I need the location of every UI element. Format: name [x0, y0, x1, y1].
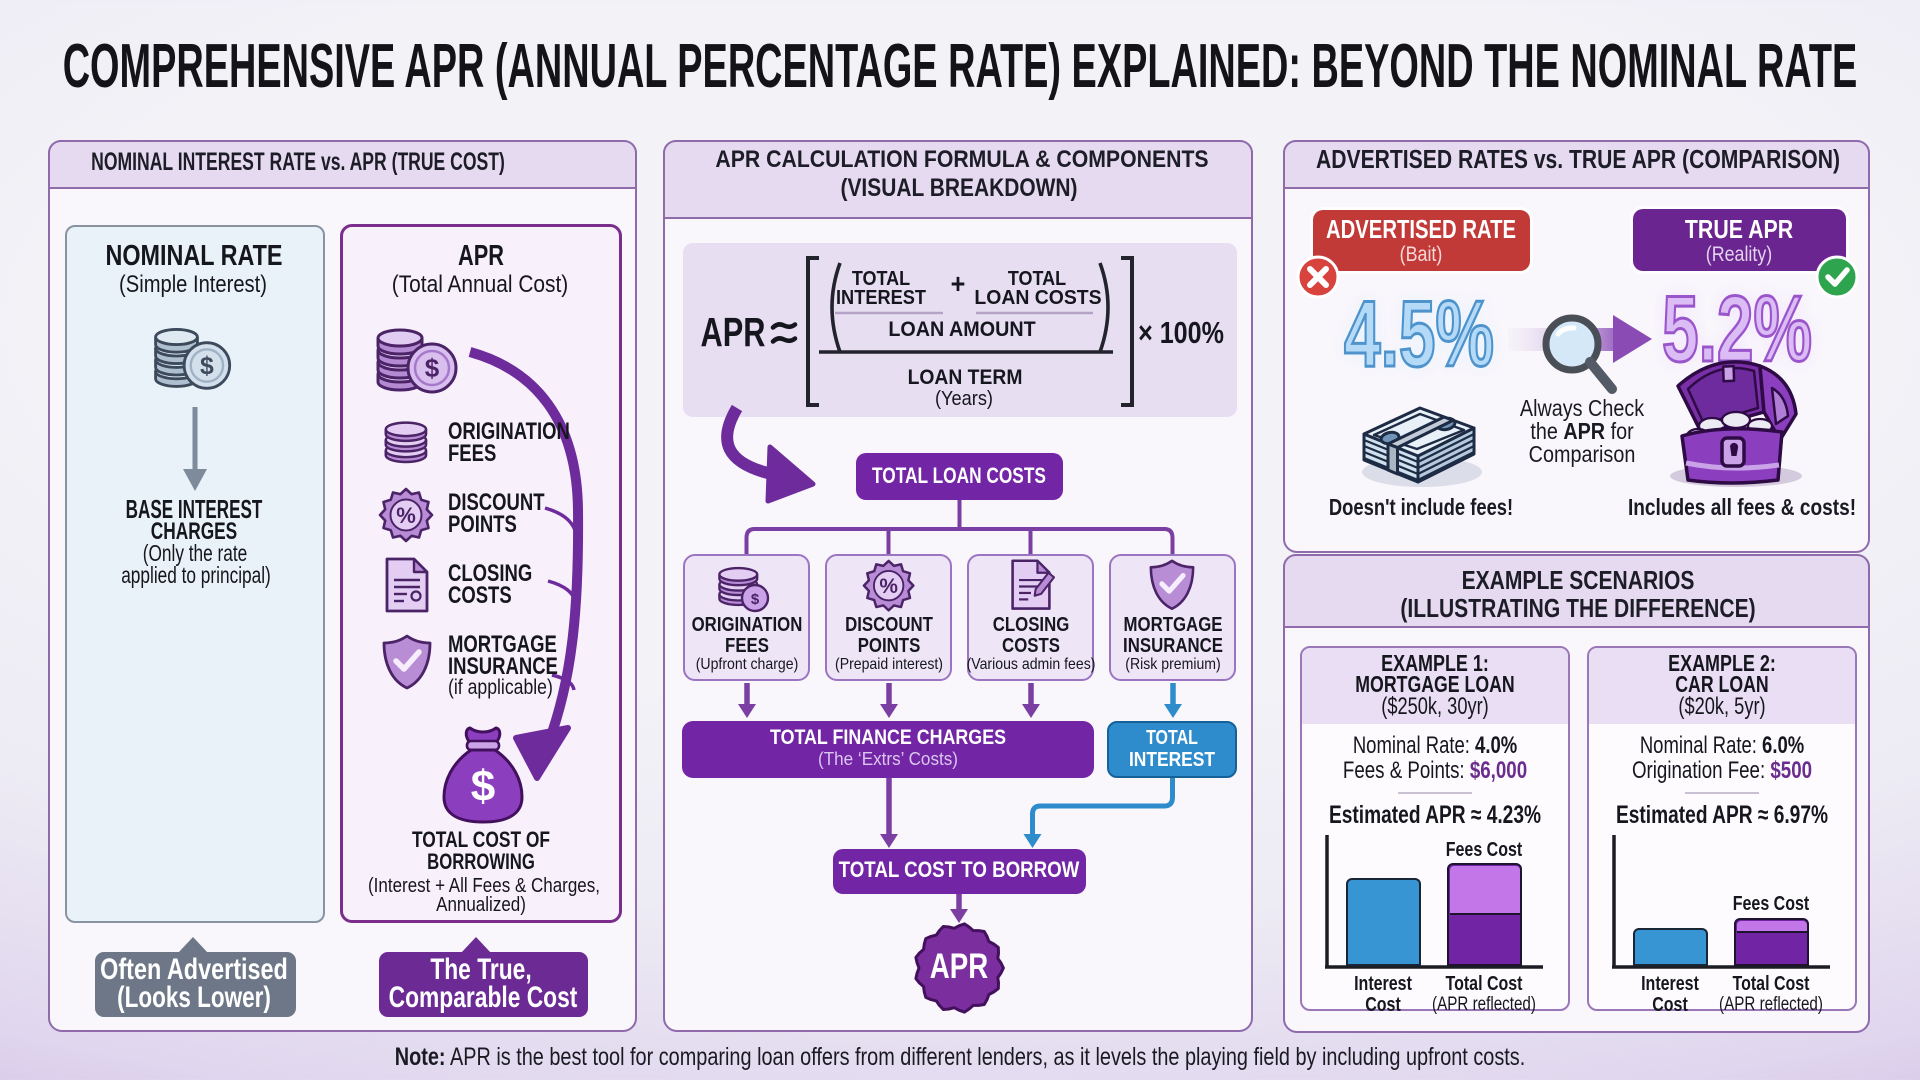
- svg-text:%: %: [879, 575, 898, 598]
- svg-text:$: $: [471, 762, 495, 811]
- svg-text:%: %: [396, 503, 416, 528]
- svg-text:$: $: [751, 591, 760, 608]
- svg-text:$: $: [425, 353, 440, 383]
- svg-text:$: $: [200, 353, 214, 380]
